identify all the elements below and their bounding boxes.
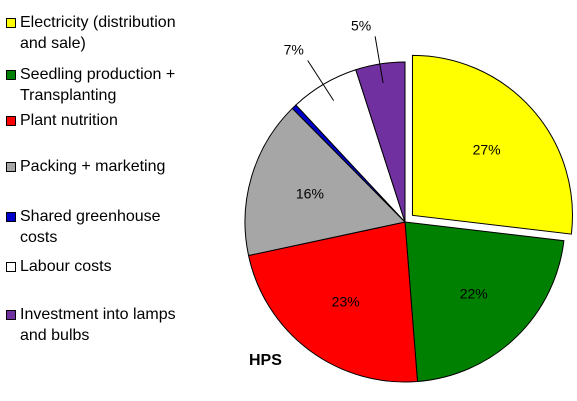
legend-label: Investment into lamps and bulbs (20, 306, 176, 344)
legend-swatch (6, 212, 16, 222)
legend-swatch (6, 310, 16, 320)
legend-item: Electricity (distribution and sale) (6, 12, 176, 54)
pie-slice (244, 107, 406, 257)
legend-swatch (6, 70, 16, 80)
legend-item: Plant nutrition (6, 110, 118, 131)
legend-item: Investment into lamps and bulbs (6, 304, 176, 346)
slice-data-label: 22% (460, 286, 488, 302)
slice-data-label: 23% (332, 294, 360, 310)
legend-label: Seedling production + Transplanting (20, 66, 176, 104)
slice-data-label: 7% (284, 41, 304, 57)
legend-swatch (6, 262, 16, 272)
slice-data-label: 16% (296, 186, 324, 202)
pie-slice (404, 221, 565, 383)
legend-item: Shared greenhouse costs (6, 206, 161, 248)
legend-label: Shared greenhouse costs (20, 208, 161, 246)
legend-item: Labour costs (6, 256, 112, 277)
slice-leader-line (307, 60, 335, 101)
slice-leader-line (374, 36, 384, 84)
legend-item: Seedling production + Transplanting (6, 64, 175, 106)
legend-swatch (6, 18, 16, 28)
slice-data-label: 5% (351, 17, 371, 33)
legend-label: Packing + marketing (20, 158, 166, 175)
slice-data-label: 27% (473, 141, 501, 157)
legend-swatch (6, 116, 16, 126)
legend-item: Packing + marketing (6, 156, 165, 177)
legend-label: Labour costs (20, 258, 112, 275)
chart-series-label: HPS (249, 352, 282, 369)
legend-swatch (6, 162, 16, 172)
legend-label: Electricity (distribution and sale) (20, 14, 176, 52)
pie-slice (247, 221, 419, 383)
legend-label: Plant nutrition (20, 112, 118, 129)
pie-slice (411, 54, 573, 235)
